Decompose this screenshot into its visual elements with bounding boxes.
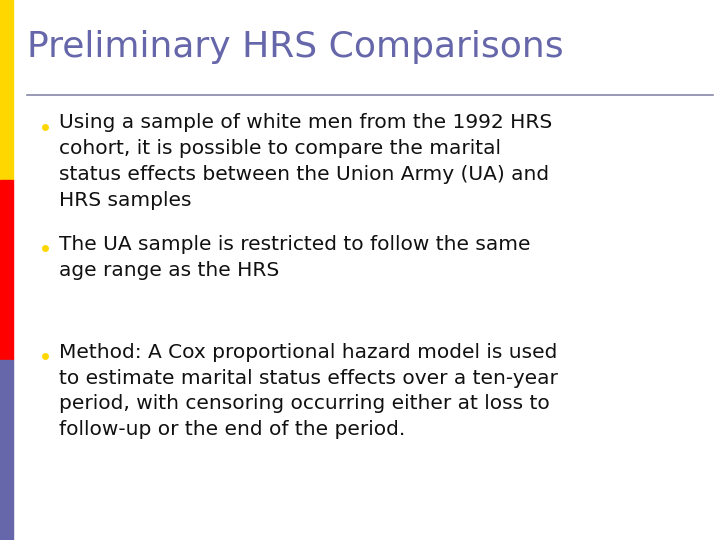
Text: The UA sample is restricted to follow the same
age range as the HRS: The UA sample is restricted to follow th… (59, 235, 531, 280)
Text: Preliminary HRS Comparisons: Preliminary HRS Comparisons (27, 30, 564, 64)
Bar (0, 360, 13, 540)
Text: Method: A Cox proportional hazard model is used
to estimate marital status effec: Method: A Cox proportional hazard model … (59, 343, 558, 439)
Bar (0, 180, 13, 360)
Text: Using a sample of white men from the 1992 HRS
cohort, it is possible to compare : Using a sample of white men from the 199… (59, 113, 552, 210)
Bar (0, 0, 13, 180)
